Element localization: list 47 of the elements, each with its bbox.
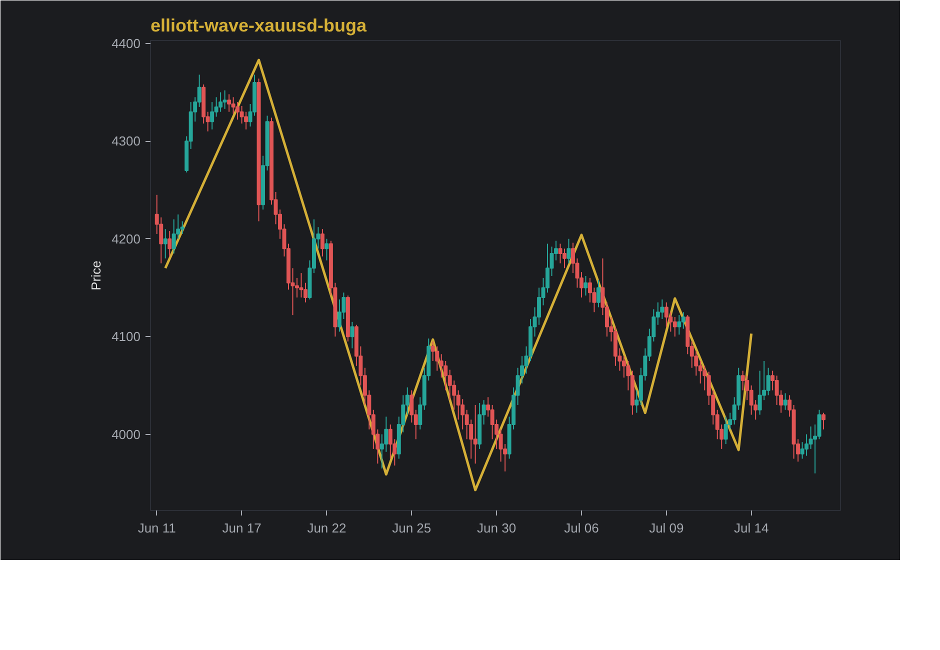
x-tick-label: Jul 14 bbox=[734, 520, 769, 536]
candlestick bbox=[804, 434, 809, 456]
x-tick-label: Jun 25 bbox=[392, 520, 432, 536]
y-tick-label: 4400 bbox=[112, 36, 140, 51]
y-tick-label: 4300 bbox=[112, 134, 140, 149]
x-tick-label: Jun 22 bbox=[307, 520, 346, 536]
candlestick bbox=[320, 228, 324, 257]
candlestick bbox=[566, 238, 571, 264]
candlestick bbox=[766, 367, 770, 396]
candlestick bbox=[681, 312, 686, 330]
y-axis-title: Price bbox=[88, 260, 104, 290]
candlestick bbox=[350, 321, 354, 349]
candlestick bbox=[435, 346, 440, 372]
candlestick bbox=[783, 392, 788, 410]
candlestick bbox=[168, 230, 172, 257]
candlestick bbox=[295, 277, 299, 298]
candlestick bbox=[299, 272, 304, 298]
x-tick-label: Jun 11 bbox=[138, 520, 176, 536]
candlestick bbox=[822, 412, 826, 430]
candlestick bbox=[227, 94, 232, 112]
candlestick bbox=[672, 316, 677, 338]
candlestick bbox=[410, 390, 414, 424]
candlestick bbox=[664, 302, 668, 328]
candlestick bbox=[180, 220, 184, 234]
candlestick bbox=[473, 404, 478, 464]
candlestick bbox=[324, 238, 329, 261]
y-tick-label: 4200 bbox=[112, 231, 140, 246]
candlestick bbox=[218, 92, 223, 112]
x-tick-label: Jun 30 bbox=[477, 520, 516, 536]
candlestick bbox=[558, 243, 562, 264]
x-tick-label: Jun 17 bbox=[222, 520, 262, 536]
candlestick bbox=[163, 228, 168, 259]
candlestick bbox=[172, 218, 176, 254]
candlestick bbox=[210, 102, 214, 130]
x-tick-label: Jul 06 bbox=[564, 520, 599, 536]
y-tick-label: 4000 bbox=[112, 426, 140, 442]
candlestick bbox=[596, 279, 600, 308]
candlestick bbox=[817, 409, 822, 440]
candlestick bbox=[677, 314, 682, 336]
line-series bbox=[164, 58, 753, 492]
candlestick bbox=[304, 282, 308, 303]
y-tick-label: 4100 bbox=[112, 329, 140, 344]
candlestick bbox=[724, 416, 728, 445]
candlestick bbox=[584, 275, 588, 296]
chart-title: elliott-wave-xauusd-buga bbox=[150, 16, 368, 36]
x-tick-label: Jul 09 bbox=[649, 520, 684, 536]
candlestick bbox=[222, 90, 227, 110]
